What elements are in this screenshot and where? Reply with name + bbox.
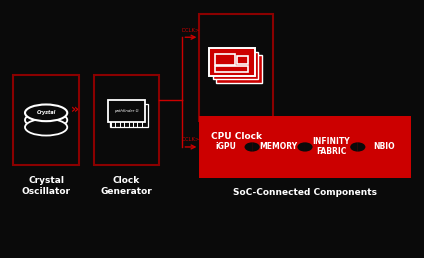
FancyBboxPatch shape (237, 56, 248, 63)
FancyBboxPatch shape (252, 116, 305, 178)
FancyBboxPatch shape (108, 100, 145, 123)
FancyBboxPatch shape (215, 54, 234, 65)
Wedge shape (305, 142, 312, 152)
Wedge shape (297, 142, 305, 152)
FancyBboxPatch shape (358, 116, 410, 178)
FancyBboxPatch shape (215, 66, 248, 72)
Text: DCLK>: DCLK> (182, 137, 200, 142)
FancyBboxPatch shape (199, 116, 252, 178)
Ellipse shape (25, 112, 67, 128)
FancyBboxPatch shape (305, 116, 358, 178)
Text: DCLK>: DCLK> (182, 28, 200, 33)
FancyBboxPatch shape (216, 55, 262, 83)
FancyBboxPatch shape (94, 75, 159, 165)
Text: CPU Clock: CPU Clock (211, 132, 262, 141)
Text: MEMORY: MEMORY (259, 142, 298, 151)
FancyBboxPatch shape (14, 75, 79, 165)
Text: NBIO: NBIO (374, 142, 395, 151)
FancyBboxPatch shape (209, 48, 255, 76)
Text: Crystal
Oscillator: Crystal Oscillator (22, 176, 71, 196)
Wedge shape (245, 142, 252, 152)
Text: SoC-Connected Components: SoC-Connected Components (233, 188, 377, 197)
Ellipse shape (25, 119, 67, 135)
FancyBboxPatch shape (212, 52, 258, 79)
FancyBboxPatch shape (199, 13, 273, 121)
Text: iGPU: iGPU (215, 142, 236, 151)
Wedge shape (252, 142, 260, 152)
Text: »: » (71, 103, 78, 116)
Ellipse shape (25, 104, 67, 121)
Text: Crystal: Crystal (36, 110, 56, 115)
Text: pathfinder G: pathfinder G (114, 109, 139, 113)
FancyBboxPatch shape (110, 104, 148, 127)
Text: Clock
Generator: Clock Generator (100, 176, 152, 196)
Wedge shape (358, 142, 365, 152)
FancyBboxPatch shape (113, 108, 150, 131)
Text: INFINITY
FABRIC: INFINITY FABRIC (312, 138, 350, 157)
Wedge shape (350, 142, 358, 152)
